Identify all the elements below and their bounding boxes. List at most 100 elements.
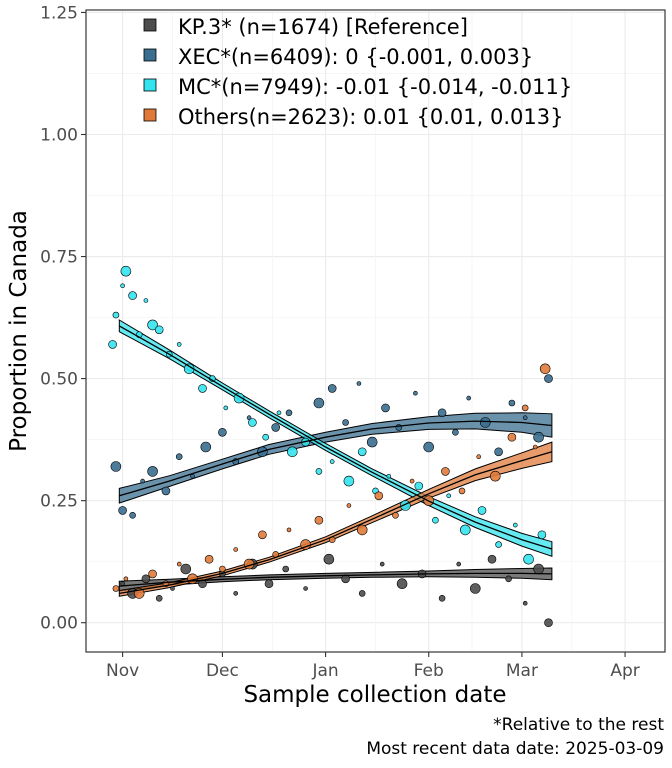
confidence-band	[118, 441, 553, 597]
data-point	[537, 530, 547, 540]
data-point	[379, 561, 385, 567]
data-point	[505, 575, 512, 583]
data-point	[147, 319, 158, 331]
data-point	[264, 579, 274, 589]
data-point	[190, 473, 195, 479]
data-point	[489, 470, 501, 482]
data-point	[314, 515, 324, 525]
data-point	[143, 298, 149, 303]
data-point	[512, 522, 518, 528]
data-point	[204, 554, 214, 564]
data-point	[128, 291, 137, 300]
legend-key	[143, 18, 157, 32]
data-point	[282, 565, 290, 573]
y-tick-label: 0.00	[40, 614, 78, 634]
data-point	[198, 579, 207, 589]
data-point	[522, 415, 528, 421]
data-point	[374, 491, 384, 501]
data-point	[141, 574, 151, 584]
y-tick-label: 0.75	[40, 248, 78, 268]
data-point	[327, 384, 337, 393]
data-point	[120, 265, 132, 277]
data-point	[176, 561, 182, 567]
data-point	[544, 374, 553, 383]
data-point	[533, 431, 544, 443]
data-point	[495, 541, 502, 548]
legend-key	[143, 108, 157, 122]
y-tick-label: 0.25	[40, 492, 78, 512]
x-tick-label: Dec	[206, 661, 239, 681]
x-tick-label: Feb	[414, 661, 444, 681]
data-point	[248, 418, 257, 427]
data-point	[285, 409, 293, 417]
data-point	[233, 591, 238, 596]
fit-line	[119, 420, 552, 497]
data-point	[218, 427, 227, 437]
data-point	[532, 444, 538, 450]
data-point	[161, 486, 171, 496]
data-point	[276, 410, 282, 416]
data-point	[456, 561, 462, 567]
data-point	[437, 408, 447, 418]
data-point	[342, 419, 349, 426]
data-point	[108, 340, 117, 349]
data-point	[413, 390, 418, 396]
data-point	[386, 473, 392, 479]
grid	[86, 10, 665, 652]
data-point	[200, 441, 212, 453]
data-point	[356, 524, 368, 536]
data-point	[155, 594, 163, 602]
data-point	[459, 524, 471, 536]
data-point	[170, 586, 175, 591]
data-point	[129, 511, 136, 519]
data-point	[233, 547, 238, 552]
data-point	[414, 481, 424, 491]
data-point	[329, 459, 335, 464]
data-point	[476, 454, 482, 460]
data-point	[544, 618, 553, 628]
legend-key	[143, 78, 157, 92]
data-point	[271, 423, 281, 432]
data-point	[396, 578, 408, 590]
data-point	[112, 311, 120, 319]
fit-line	[119, 572, 552, 587]
data-point	[469, 583, 481, 594]
data-point	[303, 586, 308, 591]
y-tick-label: 0.50	[40, 370, 78, 390]
data-point	[458, 487, 466, 495]
data-point	[140, 478, 145, 484]
data-point	[262, 433, 270, 441]
data-point	[392, 511, 399, 519]
data-point	[441, 467, 450, 476]
y-axis-title: Proportion in Canada	[6, 210, 32, 452]
data-point	[323, 553, 335, 565]
data-point	[286, 527, 292, 533]
plot-border	[85, 9, 666, 653]
caption-line-1: *Relative to the rest	[493, 715, 664, 735]
data-point	[112, 585, 120, 592]
legend: KP.3* (n=1674) [Reference] XEC*(n=6409): …	[143, 15, 572, 129]
x-tick-label: Jan	[311, 661, 338, 681]
data-points	[108, 265, 553, 628]
data-point	[346, 503, 352, 508]
y-axis: 0.00 0.25 0.50 0.75 1.00 1.25	[40, 3, 86, 634]
x-tick-label: Nov	[106, 661, 139, 681]
fit-line	[118, 325, 553, 550]
legend-label: Others(n=2623): 0.01 {0.01, 0.013}	[178, 105, 563, 129]
x-tick-label: Apr	[610, 661, 639, 681]
fit-lines	[118, 325, 553, 595]
data-point	[357, 447, 367, 457]
data-point	[343, 475, 355, 487]
data-point	[487, 554, 497, 564]
data-point	[356, 381, 362, 386]
data-point	[110, 461, 122, 472]
data-point	[494, 447, 503, 457]
data-point	[118, 506, 127, 515]
x-axis: Nov Dec Jan Feb Mar Apr	[106, 652, 640, 681]
data-point	[258, 530, 267, 540]
data-point	[539, 363, 551, 375]
x-axis-title: Sample collection date	[243, 682, 506, 708]
data-point	[522, 600, 528, 606]
data-point	[315, 468, 323, 475]
